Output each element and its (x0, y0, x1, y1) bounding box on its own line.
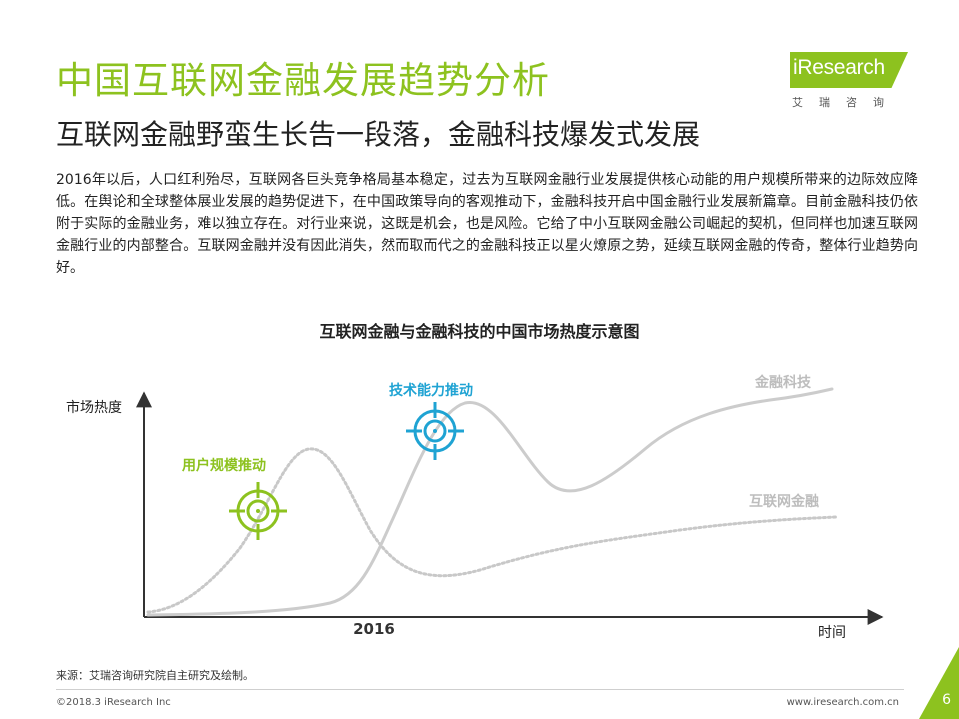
logo-subtitle: 艾瑞咨询 (792, 96, 900, 109)
x-axis-label: 时间 (818, 625, 846, 641)
target-icon (406, 402, 464, 460)
body-paragraph: 2016年以后，人口红利殆尽，互联网各巨头竞争格局基本稳定，过去为互联网金融行业… (56, 172, 918, 276)
y-axis-label: 市场热度 (66, 399, 122, 416)
logo-mark (790, 52, 908, 88)
page-title: 中国互联网金融发展趋势分析 (56, 59, 550, 102)
series-label-internet-finance: 互联网金融 (749, 493, 819, 510)
logo-wordmark: iResearch (793, 56, 885, 79)
page-number: 6 (942, 692, 951, 708)
copyright: ©2018.3 iResearch Inc (56, 697, 171, 708)
annotation-label-tech-capability: 技术能力推动 (389, 382, 473, 399)
source-note: 来源：艾瑞咨询研究院自主研究及绘制。 (56, 669, 254, 682)
annotation-label-user-scale: 用户规模推动 (182, 457, 266, 474)
x-tick-2016: 2016 (353, 620, 395, 638)
target-icon (229, 482, 287, 540)
series-label-fintech: 金融科技 (754, 374, 812, 391)
chart-title: 互联网金融与金融科技的中国市场热度示意图 (319, 322, 640, 341)
page-subtitle: 互联网金融野蛮生长告一段落，金融科技爆发式发展 (56, 118, 701, 151)
website-url: www.iresearch.com.cn (786, 697, 899, 708)
iresearch-logo: iResearch 艾瑞咨询 (790, 52, 908, 110)
series-line-fintech (146, 387, 834, 617)
series-line-internet-finance (146, 447, 838, 614)
footer-divider (56, 689, 904, 690)
